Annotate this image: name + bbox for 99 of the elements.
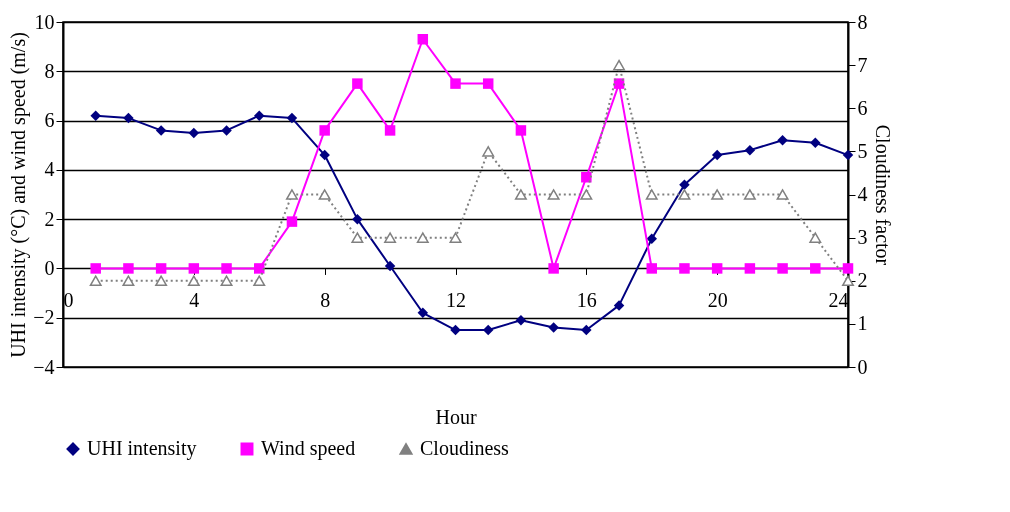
point (744, 144, 756, 156)
point (188, 127, 200, 139)
point (679, 179, 690, 190)
point (188, 263, 200, 274)
point (842, 149, 854, 161)
point (352, 78, 363, 89)
point (547, 189, 560, 200)
point (122, 275, 135, 287)
point (482, 146, 495, 157)
point (777, 135, 788, 146)
point (286, 112, 298, 124)
y2-tick-label: 3 (857, 226, 868, 249)
point (123, 112, 134, 124)
y-tick-label: 8 (44, 59, 55, 82)
point (810, 137, 821, 148)
point (743, 189, 756, 200)
point (777, 263, 788, 274)
point (89, 275, 102, 287)
y-tick-label: 4 (44, 158, 55, 181)
y2-tick-label: 8 (857, 10, 868, 33)
point (548, 263, 559, 274)
point (581, 172, 592, 183)
point (548, 322, 559, 333)
x-tick-label: 16 (576, 288, 597, 311)
point (515, 314, 527, 326)
point (352, 213, 363, 225)
point (319, 149, 330, 161)
legend-label: Cloudiness (420, 437, 510, 459)
point (221, 263, 232, 274)
point (450, 78, 461, 89)
point (155, 263, 167, 274)
y2-tick-label: 5 (857, 139, 868, 162)
point (155, 125, 167, 136)
point (90, 110, 101, 121)
point (187, 275, 200, 287)
x-tick-label: 0 (63, 288, 74, 311)
point (286, 216, 298, 227)
point (482, 78, 494, 89)
point (384, 232, 397, 243)
point (254, 110, 265, 121)
point (220, 275, 233, 287)
legend-label: Wind speed (261, 437, 356, 460)
point (613, 300, 625, 311)
point (711, 149, 723, 161)
y2-tick-label: 7 (857, 53, 868, 76)
y-tick-label: 6 (44, 109, 55, 132)
point (515, 125, 527, 136)
x-tick-label: 4 (189, 288, 200, 311)
y2-tick-label: 2 (857, 269, 868, 292)
point (744, 263, 756, 274)
point (842, 263, 854, 274)
point (450, 324, 461, 336)
point (417, 307, 429, 319)
y2-axis-title: Cloudiness factor (871, 124, 894, 266)
y-tick-label: 2 (44, 207, 55, 230)
point (646, 263, 657, 274)
point (449, 232, 462, 243)
y-axis-title: UHI intensity (°C) and wind speed (m/s) (7, 32, 31, 358)
y-tick-label: 0 (44, 256, 55, 279)
y-tick-label: −4 (33, 355, 55, 378)
point (417, 34, 429, 45)
point (810, 263, 821, 274)
point (416, 232, 429, 243)
point (678, 189, 691, 200)
y2-tick-label: 0 (857, 355, 868, 378)
y2-tick-label: 4 (857, 183, 868, 205)
y-tick-label: −2 (33, 306, 55, 329)
point (514, 189, 527, 200)
point (319, 125, 330, 136)
point (711, 263, 723, 274)
point (155, 275, 168, 287)
x-tick-label: 8 (320, 288, 331, 311)
point (318, 189, 331, 200)
point (351, 232, 364, 243)
x-tick-label: 12 (446, 288, 466, 311)
legend-label: UHI intensity (87, 437, 197, 460)
point (384, 125, 396, 136)
y2-tick-label: 6 (857, 96, 868, 119)
point (613, 78, 625, 89)
point (679, 263, 690, 274)
point (254, 263, 265, 274)
point (285, 189, 298, 200)
x-axis-title: Hour (435, 405, 477, 428)
y-tick-label: 10 (34, 10, 55, 33)
point (221, 125, 232, 136)
point (646, 233, 657, 245)
point (580, 189, 593, 200)
point (809, 232, 822, 243)
point (776, 189, 789, 200)
y2-tick-label: 1 (857, 312, 868, 335)
point (253, 275, 266, 287)
x-tick-label: 20 (707, 288, 728, 311)
point (711, 189, 724, 200)
point (645, 189, 658, 200)
point (123, 263, 134, 274)
point (384, 260, 396, 272)
point (581, 324, 592, 336)
point (90, 263, 101, 274)
point (613, 59, 626, 71)
